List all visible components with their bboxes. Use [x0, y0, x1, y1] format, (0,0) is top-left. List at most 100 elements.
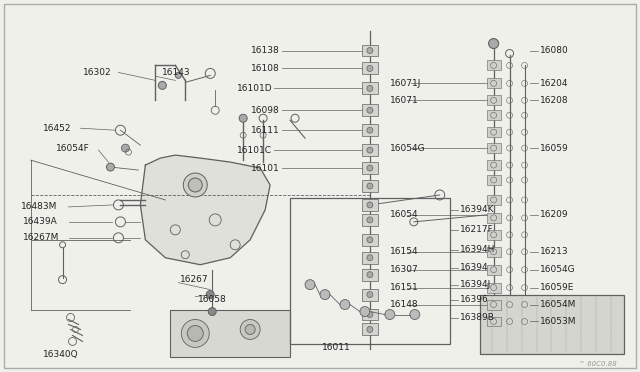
Text: 16389B: 16389B: [460, 313, 495, 322]
Text: 16151: 16151: [390, 283, 419, 292]
Circle shape: [410, 310, 420, 320]
Text: 16108: 16108: [252, 64, 280, 73]
Bar: [362, 180, 378, 192]
Text: 16143: 16143: [163, 68, 191, 77]
Text: 16054G: 16054G: [540, 265, 575, 274]
Bar: [362, 124, 378, 136]
Circle shape: [488, 39, 499, 48]
Circle shape: [367, 147, 373, 153]
Bar: [486, 143, 500, 153]
Circle shape: [106, 163, 115, 171]
Bar: [486, 95, 500, 105]
Text: 16452: 16452: [43, 124, 71, 133]
Circle shape: [367, 65, 373, 71]
Bar: [486, 195, 500, 205]
Text: 16054F: 16054F: [56, 144, 90, 153]
Bar: [486, 317, 500, 327]
Bar: [486, 299, 500, 310]
Circle shape: [183, 173, 207, 197]
Bar: [486, 127, 500, 137]
Text: 16059E: 16059E: [540, 283, 574, 292]
Circle shape: [367, 255, 373, 261]
Bar: [486, 78, 500, 89]
Text: 16098: 16098: [252, 106, 280, 115]
Text: 16394H: 16394H: [460, 245, 495, 254]
Bar: [486, 160, 500, 170]
Bar: [362, 214, 378, 226]
Circle shape: [367, 107, 373, 113]
Bar: [362, 324, 378, 336]
Circle shape: [181, 320, 209, 347]
Text: 16054M: 16054M: [540, 300, 576, 309]
Circle shape: [367, 127, 373, 133]
Text: 16394J: 16394J: [460, 280, 491, 289]
Circle shape: [240, 320, 260, 339]
Text: 16267M: 16267M: [22, 233, 59, 242]
Text: 16080: 16080: [540, 46, 568, 55]
Text: 16101: 16101: [252, 164, 280, 173]
Text: 16213: 16213: [540, 247, 568, 256]
Text: 16138: 16138: [252, 46, 280, 55]
Text: 16208: 16208: [540, 96, 568, 105]
Text: 16340Q: 16340Q: [43, 350, 78, 359]
Circle shape: [158, 81, 166, 89]
Circle shape: [122, 144, 129, 152]
Text: ^ 60C0.88: ^ 60C0.88: [579, 361, 617, 367]
Circle shape: [208, 308, 216, 315]
Bar: [362, 104, 378, 116]
Bar: [486, 213, 500, 223]
Text: 16204: 16204: [540, 79, 568, 88]
Bar: [362, 289, 378, 301]
Text: 16101C: 16101C: [237, 145, 272, 155]
Circle shape: [175, 73, 181, 78]
Bar: [486, 110, 500, 120]
Bar: [486, 265, 500, 275]
Text: 16148: 16148: [390, 300, 419, 309]
Text: 16071: 16071: [390, 96, 419, 105]
Text: 16209: 16209: [540, 211, 568, 219]
Polygon shape: [140, 155, 270, 265]
Circle shape: [367, 217, 373, 223]
Bar: [170, 310, 290, 357]
Bar: [362, 234, 378, 246]
Bar: [486, 230, 500, 240]
Bar: [362, 82, 378, 94]
Text: 16394: 16394: [460, 263, 488, 272]
Circle shape: [367, 327, 373, 333]
Bar: [362, 252, 378, 264]
Text: 16053M: 16053M: [540, 317, 576, 326]
Text: 16071J: 16071J: [390, 79, 421, 88]
Bar: [486, 247, 500, 257]
Bar: [362, 269, 378, 280]
Circle shape: [367, 48, 373, 54]
Text: 16483M: 16483M: [20, 202, 57, 211]
Bar: [486, 175, 500, 185]
Text: 16217F: 16217F: [460, 225, 493, 234]
Circle shape: [367, 183, 373, 189]
Bar: [486, 283, 500, 293]
Circle shape: [360, 307, 370, 317]
Text: 16054G: 16054G: [390, 144, 426, 153]
Text: 16111: 16111: [252, 126, 280, 135]
Text: 16267: 16267: [180, 275, 209, 284]
Circle shape: [367, 292, 373, 298]
Text: 16054: 16054: [390, 211, 419, 219]
Bar: [362, 62, 378, 74]
Text: 16394K: 16394K: [460, 205, 494, 214]
Circle shape: [320, 290, 330, 299]
Text: 16059: 16059: [540, 144, 568, 153]
Bar: [362, 199, 378, 211]
Bar: [362, 162, 378, 174]
Bar: [486, 61, 500, 70]
Text: 16101D: 16101D: [236, 84, 272, 93]
Circle shape: [245, 324, 255, 334]
Circle shape: [367, 237, 373, 243]
Circle shape: [367, 272, 373, 278]
Circle shape: [188, 178, 202, 192]
Circle shape: [188, 326, 204, 341]
Bar: [362, 144, 378, 156]
Text: 16307: 16307: [390, 265, 419, 274]
Bar: [479, 295, 625, 355]
Circle shape: [340, 299, 350, 310]
Text: 16154: 16154: [390, 247, 419, 256]
